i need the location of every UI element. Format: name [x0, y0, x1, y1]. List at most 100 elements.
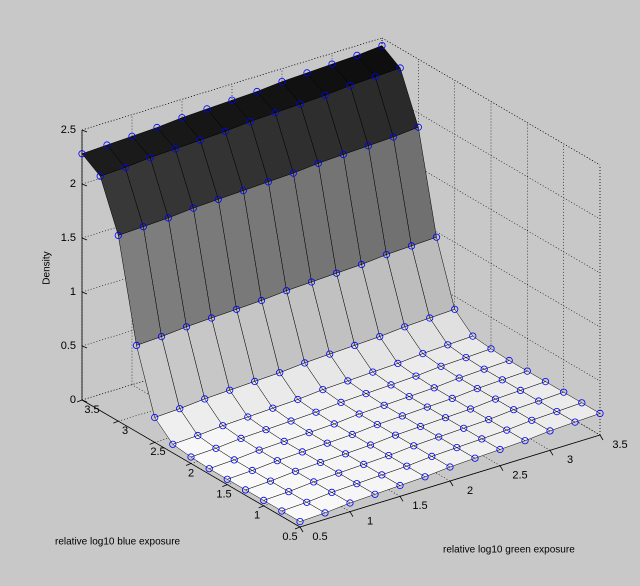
marker-layer [78, 41, 604, 526]
x-tick-label: 3 [567, 454, 573, 466]
data-marker [303, 69, 311, 77]
data-marker [423, 403, 431, 411]
data-marker [360, 460, 368, 468]
data-marker [164, 214, 172, 222]
data-marker [339, 150, 347, 159]
data-marker [528, 416, 536, 424]
data-marker [412, 372, 420, 380]
data-marker [455, 374, 463, 382]
data-marker [541, 377, 550, 386]
x-tick [349, 511, 354, 517]
data-marker [323, 439, 331, 447]
data-marker [294, 395, 302, 404]
data-marker [366, 441, 375, 449]
data-marker [298, 448, 306, 456]
data-marker [330, 420, 338, 428]
data-marker [471, 454, 479, 462]
data-marker [232, 305, 241, 313]
y-tick [185, 463, 192, 466]
data-marker [414, 123, 422, 131]
data-marker [157, 332, 166, 341]
data-marker [321, 509, 329, 517]
data-marker [221, 127, 229, 135]
data-marker [596, 409, 604, 417]
data-marker [253, 87, 261, 96]
data-marker [391, 431, 400, 439]
data-marker [189, 204, 197, 212]
data-marker [380, 401, 388, 409]
data-marker [396, 64, 404, 72]
data-marker [310, 478, 318, 486]
x-tick-label: 3.5 [612, 439, 627, 451]
y-tick [258, 505, 264, 509]
data-marker [451, 305, 459, 313]
y-axis-title: relative log10 blue exposure [55, 537, 181, 548]
data-marker [448, 394, 456, 402]
y-tick-label: 1 [254, 510, 260, 522]
y-tick-label: 3.5 [84, 404, 99, 416]
data-marker [271, 109, 279, 117]
data-marker [480, 365, 488, 373]
data-marker [369, 368, 377, 376]
data-marker [394, 359, 402, 367]
data-marker [351, 341, 359, 349]
data-marker [314, 159, 322, 167]
data-marker [328, 60, 336, 68]
x-tick-label: 0.5 [312, 531, 327, 543]
y-tick-label: 2.5 [150, 446, 165, 458]
data-marker [223, 475, 231, 483]
x-tick-label: 2.5 [512, 470, 527, 482]
y-tick [222, 484, 228, 488]
z-tick-label: 2 [70, 178, 76, 190]
x-tick-label: 2 [467, 485, 473, 497]
y-axis [81, 399, 301, 528]
data-marker [478, 435, 486, 443]
data-marker [114, 231, 122, 239]
data-marker [364, 142, 372, 150]
x-tick [399, 496, 404, 502]
data-marker [503, 426, 511, 434]
z-tick-label: 1.5 [61, 232, 76, 244]
data-marker [346, 499, 354, 507]
data-marker [385, 451, 393, 460]
data-marker [353, 51, 361, 60]
data-marker [171, 145, 179, 153]
data-marker [228, 96, 236, 104]
data-marker [398, 412, 406, 420]
data-marker [128, 132, 136, 140]
data-marker [237, 434, 245, 442]
data-marker [332, 269, 341, 277]
data-marker [260, 496, 268, 504]
data-marker [416, 422, 425, 431]
data-marker [560, 388, 568, 396]
data-marker [419, 349, 427, 358]
data-marker [328, 488, 336, 496]
x-tick [499, 465, 504, 471]
data-marker [473, 384, 481, 393]
x-tick [449, 480, 454, 487]
x-tick-label: 1 [367, 516, 373, 528]
grid-line [381, 37, 601, 166]
data-marker [291, 467, 300, 475]
data-marker [285, 488, 293, 496]
data-marker [355, 410, 363, 418]
data-marker [244, 413, 252, 421]
data-marker [426, 314, 434, 322]
data-marker [516, 386, 525, 394]
y-tick [113, 420, 119, 424]
data-marker [535, 397, 543, 405]
data-marker [132, 341, 141, 349]
data-marker [421, 473, 429, 481]
data-marker [205, 465, 213, 473]
surface-layer [81, 45, 601, 522]
data-marker [103, 141, 111, 149]
data-marker [407, 242, 416, 250]
x-axis-title: relative log10 green exposure [443, 545, 575, 556]
data-marker [219, 422, 227, 430]
grid-line [381, 91, 601, 220]
data-marker [230, 456, 238, 464]
data-marker [428, 452, 436, 460]
data-marker [182, 323, 191, 331]
data-marker [96, 172, 104, 180]
